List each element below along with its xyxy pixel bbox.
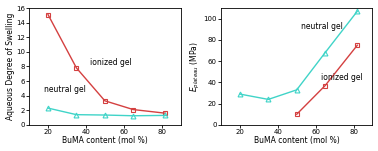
X-axis label: BuMA content (mol %): BuMA content (mol %) xyxy=(254,137,339,145)
Y-axis label: $E_{plateau}$ (MPa): $E_{plateau}$ (MPa) xyxy=(189,41,202,92)
X-axis label: BuMA content (mol %): BuMA content (mol %) xyxy=(62,137,148,145)
Text: ionized gel: ionized gel xyxy=(90,58,132,67)
Text: neutral gel: neutral gel xyxy=(301,22,342,31)
Text: ionized gel: ionized gel xyxy=(321,73,363,82)
Text: neutral gel: neutral gel xyxy=(44,85,86,94)
Y-axis label: Aqueous Degree of Swelling: Aqueous Degree of Swelling xyxy=(6,13,15,120)
